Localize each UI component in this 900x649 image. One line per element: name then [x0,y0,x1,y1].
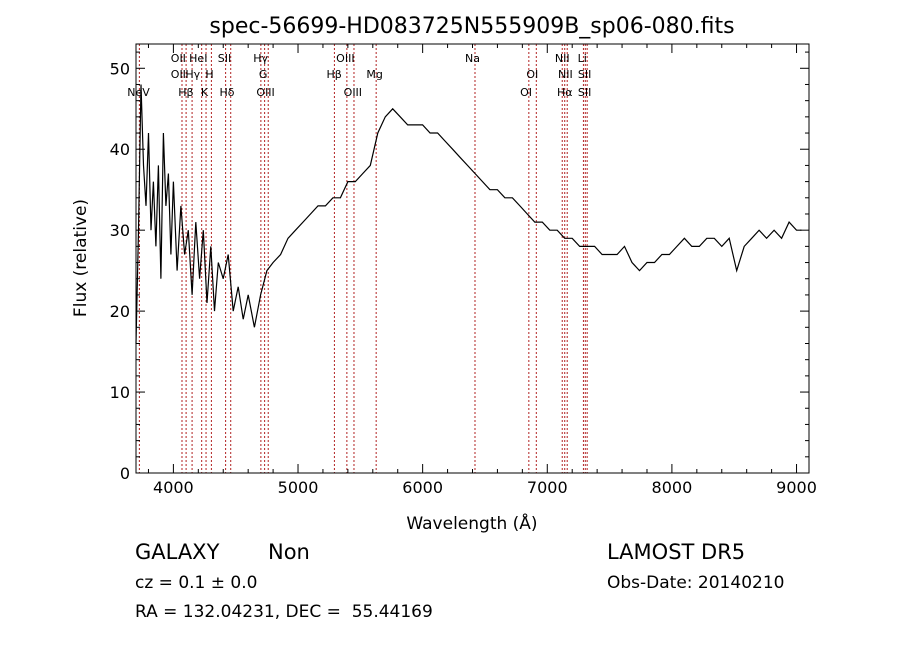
emission-line-label: Hγ [253,52,268,65]
emission-line-label: OIII [344,86,362,99]
emission-line-label: Hβ [178,86,193,99]
emission-line-label: NeV [127,86,150,99]
survey-name: LAMOST DR5 [607,540,746,564]
emission-line-label: HeI [189,52,207,65]
emission-line-markers [138,44,588,473]
emission-line-label: OII [171,68,186,81]
emission-line-label: SII [578,68,591,81]
x-tick-label: 9000 [776,478,817,497]
y-tick-label: 0 [120,464,130,483]
x-tick-label: 6000 [402,478,443,497]
emission-line-label: OI [526,68,538,81]
emission-line-label: G [259,68,268,81]
emission-line-label: OI [520,86,532,99]
emission-line-label: Hδ [219,86,234,99]
x-tick-label: 4000 [153,478,194,497]
y-axis-label: Flux (relative) [71,199,91,317]
y-tick-label: 40 [110,140,130,159]
plot-frame [135,43,810,474]
emission-line-label: Hα [557,86,573,99]
emission-line-label: SII [578,86,591,99]
emission-line-label: Hγ [185,68,200,81]
y-tick-label: 10 [110,383,130,402]
emission-line-label: K [201,86,209,99]
emission-line-label: Li [578,52,587,65]
emission-line-label: OII [171,52,186,65]
y-tick-label: 50 [110,59,130,78]
y-tick-label: 20 [110,302,130,321]
ra-dec-coordinates: RA = 132.04231, DEC = 55.44169 [135,602,433,622]
emission-line-label: NII [555,52,570,65]
y-axis: 0 10 20 30 40 50 [110,51,809,483]
object-subclass: Non [268,540,310,564]
object-class: GALAXY [135,540,220,564]
x-tick-label: 7000 [527,478,568,497]
emission-line-label: Hβ [327,68,342,81]
emission-line-label: H [205,68,213,81]
emission-line-label: Mg [366,68,382,81]
observation-date: Obs-Date: 20140210 [607,573,785,593]
x-tick-label: 8000 [652,478,693,497]
emission-line-label: OIII [256,86,274,99]
y-tick-label: 30 [110,221,130,240]
x-axis: 4000 5000 6000 7000 8000 9000 [147,44,817,497]
x-axis-label: Wavelength (Å) [406,512,537,534]
emission-line-label: NII [558,68,573,81]
spectrum-series-line [135,84,802,344]
emission-line-label: OIII [336,52,354,65]
emission-line-label: SII [218,52,231,65]
redshift-cz: cz = 0.1 ± 0.0 [135,573,258,593]
x-tick-label: 5000 [278,478,319,497]
chart-title: spec-56699-HD083725N555909B_sp06-080.fit… [209,14,734,39]
emission-line-label: Na [465,52,480,65]
